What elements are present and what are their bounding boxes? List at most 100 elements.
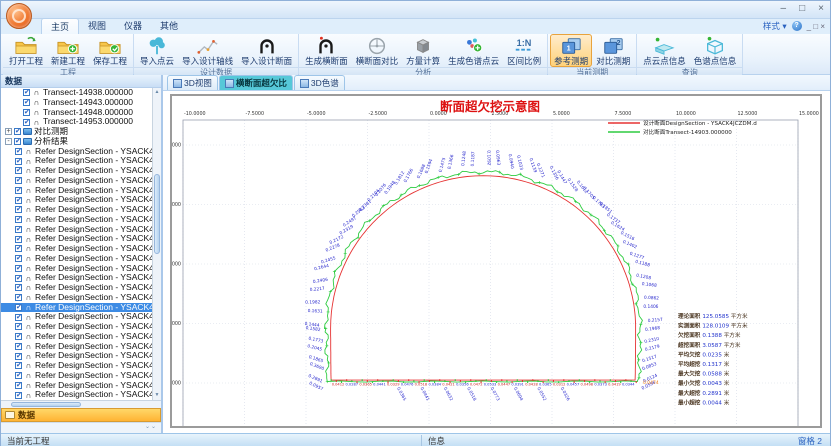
tree-checkbox[interactable] bbox=[15, 382, 22, 389]
tree-item-refer-section[interactable]: ∩Refer DesignSection - YSACK4JCZDI bbox=[1, 166, 152, 176]
tree-item-refer-section[interactable]: ∩Refer DesignSection - YSACK4JCZDI bbox=[1, 322, 152, 332]
ribbon-button-导入设计断面[interactable]: 导入设计断面 bbox=[237, 34, 296, 67]
tree-checkbox[interactable] bbox=[15, 275, 22, 282]
tree-item-refer-section[interactable]: ∩Refer DesignSection - YSACK4JCZDI bbox=[1, 156, 152, 166]
tree-checkbox[interactable] bbox=[15, 265, 22, 272]
ribbon-button-打开工程[interactable]: 打开工程 bbox=[5, 34, 47, 67]
tree-checkbox[interactable] bbox=[15, 362, 22, 369]
tree-checkbox[interactable] bbox=[15, 314, 22, 321]
tree-item-refer-section[interactable]: ∩Refer DesignSection - YSACK4JCZDI bbox=[1, 273, 152, 283]
tree-checkbox[interactable] bbox=[15, 148, 22, 155]
cross-section-chart-pane[interactable]: -10.0000-7.5000-5.0000-2.50000.00002.500… bbox=[170, 94, 822, 428]
help-icon[interactable]: ? bbox=[792, 21, 802, 31]
tree-item-transect[interactable]: ∩Transect-14948.000000 bbox=[1, 108, 152, 118]
ribbon-tab-视图[interactable]: 视图 bbox=[79, 18, 115, 34]
tree-item-refer-section[interactable]: ∩Refer DesignSection - YSACK4JCZDI bbox=[1, 332, 152, 342]
ribbon-button-参考测期[interactable]: 1参考测期 bbox=[550, 34, 592, 67]
chevron-icons[interactable]: ⌄⌄ bbox=[145, 423, 157, 430]
tree-item-refer-section[interactable]: ∩Refer DesignSection - YSACK4JCZDI bbox=[1, 303, 152, 313]
tree-item-refer-section[interactable]: ∩Refer DesignSection - YSACK4JCZDI bbox=[1, 264, 152, 274]
ribbon-button-横断面对比[interactable]: 横断面对比 bbox=[352, 34, 403, 67]
tree-item-refer-section[interactable]: ∩Refer DesignSection - YSACK4JCZDI bbox=[1, 283, 152, 293]
ribbon-button-点云点信息[interactable]: 点云点信息 bbox=[639, 34, 690, 67]
ribbon-button-保存工程[interactable]: 保存工程 bbox=[89, 34, 131, 67]
tree-checkbox[interactable] bbox=[15, 294, 22, 301]
tree-checkbox[interactable] bbox=[15, 216, 22, 223]
tree-checkbox[interactable] bbox=[15, 304, 22, 311]
tree-checkbox[interactable] bbox=[15, 158, 22, 165]
tree-checkbox[interactable] bbox=[15, 284, 22, 291]
tree-item-refer-section[interactable]: ∩Refer DesignSection - YSACK4JCZDI bbox=[1, 371, 152, 381]
ribbon-button-生成色谱点云[interactable]: 生成色谱点云 bbox=[444, 34, 503, 67]
hscrollbar-thumb[interactable] bbox=[11, 402, 81, 407]
scroll-up-icon[interactable]: ▲ bbox=[153, 88, 161, 97]
minimize-button[interactable]: – bbox=[781, 2, 787, 16]
tree-item-refer-section[interactable]: ∩Refer DesignSection - YSACK4JCZDI bbox=[1, 205, 152, 215]
tree-checkbox[interactable] bbox=[23, 119, 30, 126]
tree-item-compare-period[interactable]: +对比测期 bbox=[1, 127, 152, 137]
tree-checkbox[interactable] bbox=[15, 226, 22, 233]
tree-item-refer-section[interactable]: ∩Refer DesignSection - YSACK4JCZDI bbox=[1, 176, 152, 186]
ribbon-tab-其他[interactable]: 其他 bbox=[151, 18, 187, 34]
tree-checkbox[interactable] bbox=[15, 343, 22, 350]
tree-expander-icon[interactable]: + bbox=[5, 128, 12, 135]
tree-item-transect[interactable]: ∩Transect-14953.000000 bbox=[1, 117, 152, 127]
tree-item-analysis-result[interactable]: -分析结果 bbox=[1, 137, 152, 147]
tree-checkbox[interactable] bbox=[15, 392, 22, 399]
tree-item-refer-section[interactable]: ∩Refer DesignSection - YSACK4JCZDI bbox=[1, 244, 152, 254]
tree-item-refer-section[interactable]: ∩Refer DesignSection - YSACK4JCZDI bbox=[1, 225, 152, 235]
style-menu[interactable]: 样式 ▾ bbox=[763, 20, 787, 32]
ribbon-button-区间比例[interactable]: 1:N区间比例 bbox=[503, 34, 545, 67]
tree-expander-icon[interactable]: - bbox=[5, 138, 12, 145]
tree-item-refer-section[interactable]: ∩Refer DesignSection - YSACK4JCZDI bbox=[1, 342, 152, 352]
ribbon-button-方量计算[interactable]: 方量计算 bbox=[402, 34, 444, 67]
tree-item-transect[interactable]: ∩Transect-14938.000000 bbox=[1, 88, 152, 98]
ribbon-tab-主页[interactable]: 主页 bbox=[41, 18, 79, 34]
tree-checkbox[interactable] bbox=[14, 138, 21, 145]
ribbon-tab-仪器[interactable]: 仪器 bbox=[115, 18, 151, 34]
doc-tab-横断面超欠比[interactable]: 横断面超欠比 bbox=[219, 75, 293, 90]
tree-item-refer-section[interactable]: ∩Refer DesignSection - YSACK4JCZDI bbox=[1, 381, 152, 391]
tree-item-refer-section[interactable]: ∩Refer DesignSection - YSACK4JCZDI bbox=[1, 312, 152, 322]
tree-checkbox[interactable] bbox=[15, 353, 22, 360]
ribbon-button-生成横断面[interactable]: 生成横断面 bbox=[301, 34, 352, 67]
close-button[interactable]: × bbox=[818, 2, 824, 16]
tree-checkbox[interactable] bbox=[15, 323, 22, 330]
tree-item-refer-section[interactable]: ∩Refer DesignSection - YSACK4JCZDI bbox=[1, 147, 152, 157]
maximize-button[interactable]: □ bbox=[799, 2, 805, 16]
doc-tab-3D色谱[interactable]: 3D色谱 bbox=[294, 75, 345, 90]
tree-checkbox[interactable] bbox=[15, 177, 22, 184]
tree-item-refer-section[interactable]: ∩Refer DesignSection - YSACK4JCZDI bbox=[1, 351, 152, 361]
tree-checkbox[interactable] bbox=[23, 89, 30, 96]
tree-checkbox[interactable] bbox=[14, 128, 21, 135]
ribbon-button-新建工程[interactable]: 新建工程 bbox=[47, 34, 89, 67]
app-logo-icon[interactable] bbox=[6, 3, 32, 29]
tree-checkbox[interactable] bbox=[15, 187, 22, 194]
tree-checkbox[interactable] bbox=[15, 333, 22, 340]
tree-checkbox[interactable] bbox=[23, 109, 30, 116]
scrollbar-thumb[interactable] bbox=[154, 174, 160, 254]
ribbon-button-对比测期[interactable]: 2对比测期 bbox=[592, 34, 634, 67]
tree-checkbox[interactable] bbox=[15, 167, 22, 174]
tree-item-refer-section[interactable]: ∩Refer DesignSection - YSACK4JCZDI bbox=[1, 390, 152, 400]
doc-tab-3D视图[interactable]: 3D视图 bbox=[167, 75, 218, 90]
tree-checkbox[interactable] bbox=[15, 255, 22, 262]
ribbon-button-导入点云[interactable]: 导入点云 bbox=[136, 34, 178, 67]
vertical-scrollbar[interactable]: ▲ ▼ bbox=[152, 88, 161, 400]
tree-item-refer-section[interactable]: ∩Refer DesignSection - YSACK4JCZDI bbox=[1, 186, 152, 196]
tree-item-refer-section[interactable]: ∩Refer DesignSection - YSACK4JCZDI bbox=[1, 361, 152, 371]
scroll-down-icon[interactable]: ▼ bbox=[153, 391, 161, 400]
tree-item-refer-section[interactable]: ∩Refer DesignSection - YSACK4JCZDI bbox=[1, 195, 152, 205]
cross-section-chart[interactable]: -10.0000-7.5000-5.0000-2.50000.00002.500… bbox=[172, 96, 820, 426]
mini-window-controls[interactable]: _ □ × bbox=[807, 22, 825, 31]
data-panel-tab[interactable]: 数据 bbox=[1, 408, 161, 422]
tree-checkbox[interactable] bbox=[23, 99, 30, 106]
tree-item-refer-section[interactable]: ∩Refer DesignSection - YSACK4JCZDI bbox=[1, 215, 152, 225]
tree-item-transect[interactable]: ∩Transect-14943.000000 bbox=[1, 98, 152, 108]
tree-checkbox[interactable] bbox=[15, 245, 22, 252]
ribbon-button-色谱点信息[interactable]: 色谱点信息 bbox=[690, 34, 741, 67]
tree-checkbox[interactable] bbox=[15, 236, 22, 243]
tree-item-refer-section[interactable]: ∩Refer DesignSection - YSACK4JCZDI bbox=[1, 293, 152, 303]
tree-checkbox[interactable] bbox=[15, 197, 22, 204]
ribbon-button-导入设计轴线[interactable]: 导入设计轴线 bbox=[178, 34, 237, 67]
